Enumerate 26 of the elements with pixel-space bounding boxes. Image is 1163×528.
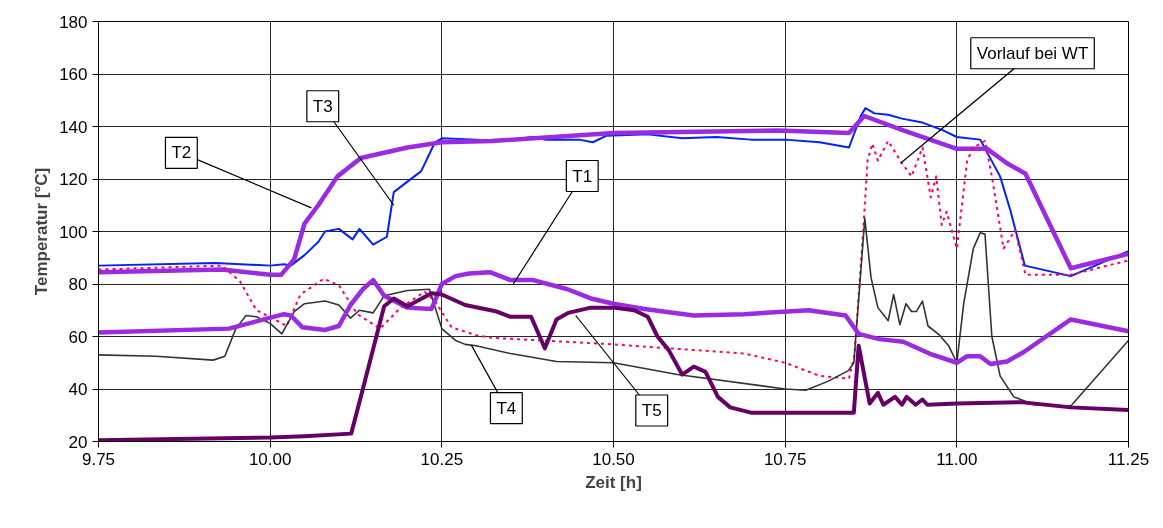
y-tick-label: 160 (59, 65, 88, 84)
annotation: T1 (572, 166, 593, 186)
y-tick-label: 180 (59, 12, 88, 32)
annotation: T5 (641, 401, 662, 420)
annotation: T2 (171, 143, 192, 163)
x-tick-label: 10.25 (420, 449, 464, 469)
y-tick-label: 80 (68, 275, 88, 294)
y-tick-label: 120 (59, 170, 88, 189)
x-tick-label: 11.00 (936, 449, 978, 469)
line-series (98, 269, 1129, 367)
y-tick-label: 100 (59, 222, 88, 242)
x-axis-title: Zeit [h] (585, 472, 642, 492)
x-tick-label: 10.75 (763, 449, 807, 469)
x-tick-label: 11.25 (1107, 449, 1150, 469)
y-axis-title: Temperatur [°C] (32, 167, 52, 296)
x-tick-label: 10.50 (592, 449, 635, 469)
annotation: Vorlauf bei WT (976, 43, 1089, 63)
y-tick-label: 20 (68, 432, 88, 452)
y-tick-label: 140 (59, 117, 88, 137)
line-series (98, 139, 1129, 380)
y-tick-label: 40 (68, 380, 88, 399)
x-tick-label: 10.00 (248, 449, 292, 469)
x-tick-label: 9.75 (81, 449, 116, 469)
annotation: T3 (312, 96, 333, 116)
y-tick-label: 60 (68, 327, 88, 347)
annotation: T4 (496, 398, 517, 418)
